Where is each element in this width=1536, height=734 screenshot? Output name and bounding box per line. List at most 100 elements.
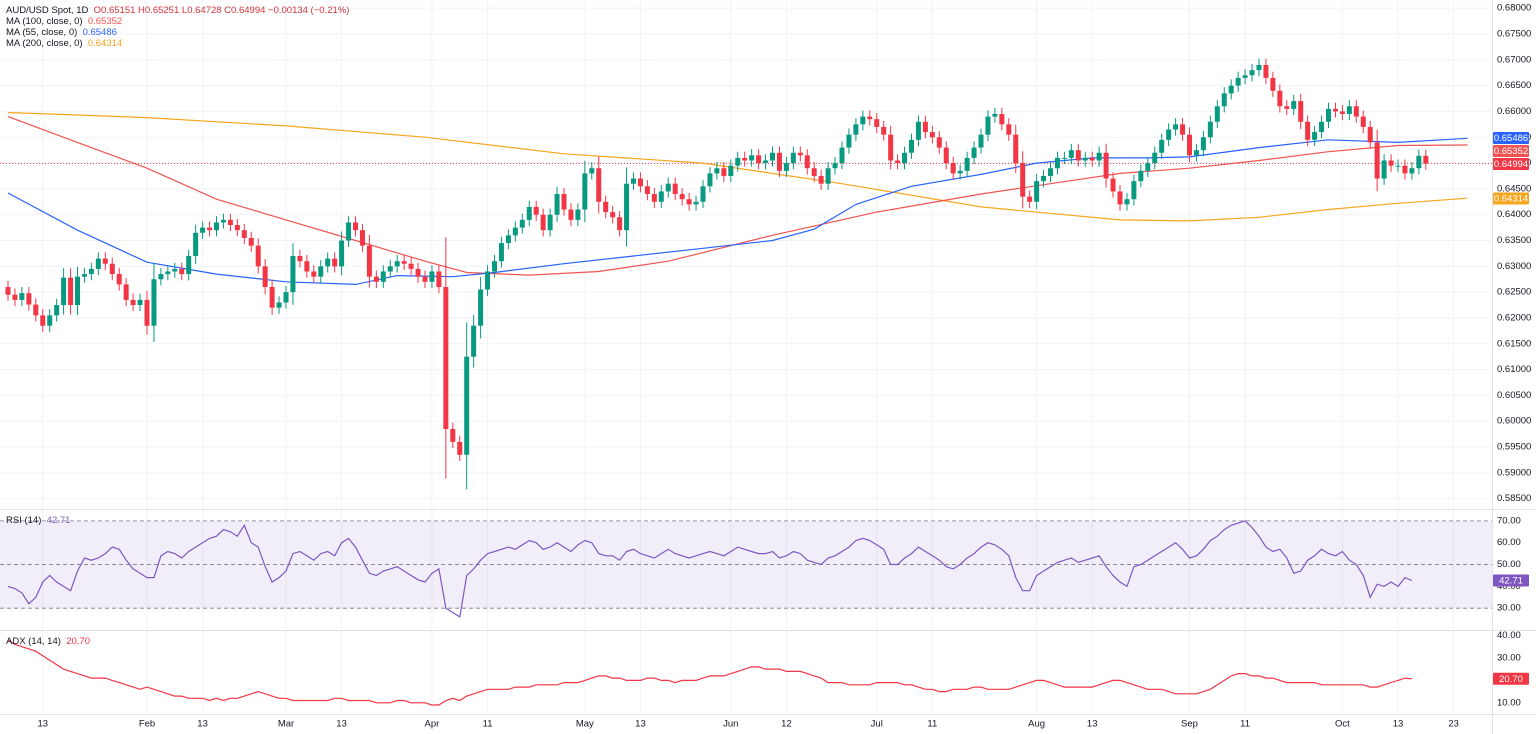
candle-body [651,194,657,202]
candle [5,280,11,301]
candle-body [227,219,233,226]
price-tick-label: 0.67000 [1497,54,1531,65]
candle [1249,63,1255,82]
adx-tick-label: 10.00 [1497,697,1521,708]
candle-body [102,258,108,264]
candle [1409,162,1415,180]
candle-body [26,293,32,305]
candle-body [186,256,192,275]
candle [165,265,171,281]
candle-body [387,266,393,272]
candle [881,120,887,141]
candle [116,267,122,291]
time-tick-label: 12 [781,719,792,730]
candle [1214,100,1220,128]
candle-body [554,194,560,215]
high-value: 0.65251 [144,5,180,16]
candle [575,203,581,227]
candle [248,231,254,252]
candle [151,262,157,342]
candle-body [839,147,845,164]
candle-body [957,170,963,174]
candle-body [624,183,630,231]
candle-body [1180,124,1186,135]
candle [1152,146,1158,170]
candle [1068,143,1074,165]
candle [714,162,720,180]
candle [1187,127,1192,163]
time-tick-label: Jun [723,719,738,730]
ma100-legend: MA (100, close, 0) 0.65352 [6,16,122,27]
price-badges: 0.65486 0.65352 0.64994 0.64314 42.71 20.70 [1493,131,1529,685]
candle [408,257,414,276]
symbol-name: AUD/USD Spot, 1D [6,5,89,16]
candle [75,266,80,315]
candle [1353,100,1359,123]
candle-body [888,134,894,161]
candle [533,200,539,221]
candle [12,288,18,307]
candle-body [1061,157,1067,159]
candle-body [547,214,553,231]
candle-body [735,157,741,166]
candle [283,285,289,309]
candle [54,298,60,322]
price-badge-label: 0.64314 [1494,193,1528,204]
candle [1075,143,1081,167]
candle [1242,69,1248,85]
candle-body [346,222,352,241]
candle-body [533,206,539,215]
candle-body [193,232,199,256]
candle-body [144,299,150,326]
rsi-badge: 42.71 [1493,574,1529,586]
rsi-badge-label: 42.71 [1499,575,1523,586]
candle-body [1284,106,1290,109]
candle-body [721,168,727,176]
candle [1402,159,1408,180]
candle-body [1346,106,1352,115]
candle-body [1048,168,1053,176]
price-tick-label: 0.58500 [1497,493,1531,504]
candle-body [1013,134,1019,164]
candle-body [109,263,115,275]
price-tick-label: 0.64000 [1497,209,1531,220]
candle [339,231,345,276]
candle-body [1117,191,1123,205]
candle-body [1312,132,1318,140]
candle [700,180,706,208]
candle-body [33,304,39,316]
candle [19,286,25,307]
candle-body [672,183,678,195]
candle-body [978,134,984,148]
adx-badge: 20.70 [1493,672,1529,685]
candle [1103,143,1109,188]
candle [728,159,734,183]
time-tick-label: Apr [425,719,440,730]
candle [770,146,775,167]
time-tick-label: 13 [197,719,208,730]
candle-body [1388,160,1394,166]
candle-body [1270,77,1276,91]
candle [617,211,623,237]
candle-body [1395,165,1401,167]
candle [1388,154,1394,172]
candle-body [457,441,463,455]
candle [596,156,602,214]
oscillator-lines [7,520,1413,706]
candle-body [700,186,706,202]
candle-body [123,284,129,300]
price-tick-label: 0.63500 [1497,235,1531,246]
candle-body [874,119,880,127]
candle [1346,100,1352,121]
ohlc-values: O0.65151 H0.65251 L0.64728 C0.64994 −0.0… [91,5,350,16]
price-tick-label: 0.66000 [1497,106,1531,117]
candle-body [971,147,977,158]
price-tick-label: 0.62500 [1497,287,1531,298]
candle-body [860,116,866,125]
candle-body [1041,175,1047,182]
candle [492,254,497,278]
candle [290,243,296,305]
candle-body [776,152,782,171]
change-value: −0.00134 (−0.21%) [268,5,350,16]
